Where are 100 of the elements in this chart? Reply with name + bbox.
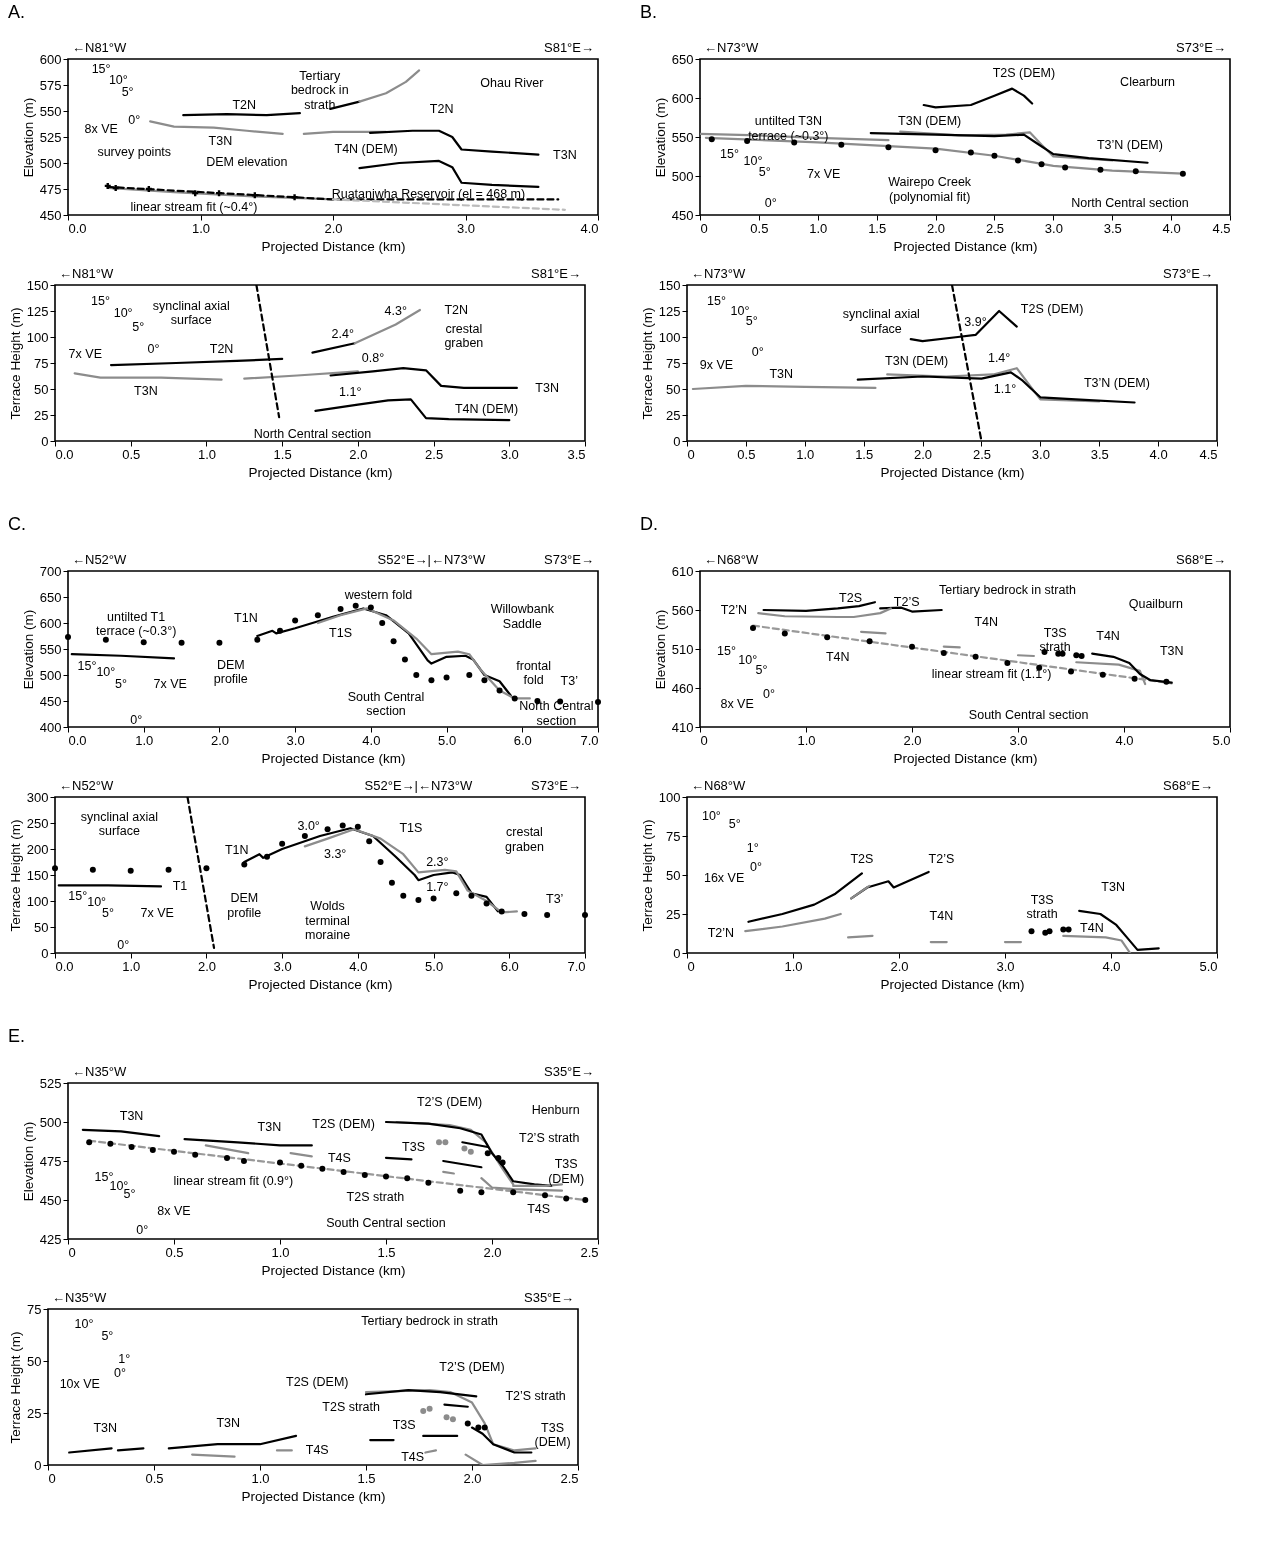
chart-title: B. — [640, 2, 658, 22]
annotation: T4N — [929, 908, 954, 923]
x-tick-label: 2.0 — [890, 958, 909, 974]
x-tick-label: 4.5 — [1212, 220, 1231, 236]
annotation: Willowbank Saddle — [490, 602, 555, 631]
y-tick-label: 460 — [671, 680, 694, 696]
text: S52°E→|←N73°W — [364, 778, 473, 793]
annotation: 1.4° — [987, 350, 1011, 365]
annotation: 15° — [719, 147, 739, 162]
y-tick-label: 0 — [34, 1457, 42, 1473]
x-tick-label: 2.0 — [463, 1470, 482, 1486]
annotation: synclinal axial surface — [152, 298, 230, 328]
annotation: T2N — [444, 302, 469, 317]
annotation: 4.3° — [384, 304, 407, 318]
text: ←N35°W — [52, 1290, 108, 1305]
y-tick-label: 50 — [34, 919, 49, 935]
y-tick-label: 25 — [666, 906, 681, 922]
text: S52°E→|←N73°W — [377, 552, 486, 567]
y-tick-label: 450 — [39, 1192, 62, 1208]
y-tick-label: 75 — [666, 828, 681, 844]
annotation: T3N — [257, 1119, 282, 1134]
y-tick-label: 425 — [39, 1231, 62, 1247]
y-tick-label: 500 — [671, 168, 694, 184]
x-tick-label: 1.0 — [197, 446, 216, 462]
y-tick-label: 500 — [39, 1114, 62, 1130]
annotation: DEM profile — [227, 891, 262, 920]
annotation: T3S — [392, 1418, 416, 1433]
text: ←N52°W — [72, 552, 128, 567]
y-tick-label: 150 — [26, 867, 49, 883]
text: S81°E→ — [543, 40, 594, 55]
y-tick-label: 650 — [671, 51, 694, 67]
annotation: 5° — [728, 816, 741, 831]
x-tick-label: 2.0 — [483, 1244, 502, 1260]
annotation: T3S strath — [1039, 625, 1071, 655]
y-axis-title: Terrace Height (m) — [8, 1331, 24, 1444]
annotation: 15° — [68, 888, 88, 903]
annotation: T3N (DEM) — [885, 353, 949, 368]
x-tick-label: 2.0 — [927, 220, 946, 236]
x-tick-label: 3.5 — [1090, 446, 1109, 462]
annotation: T1N — [224, 843, 249, 858]
annotation: T1 — [172, 879, 188, 894]
x-axis-title: Projected Distance (km) — [893, 238, 1038, 254]
y-axis-title: Terrace Height (m) — [7, 819, 23, 932]
annotation: T4S — [527, 1202, 551, 1217]
annotation: 8x VE — [157, 1203, 191, 1218]
annotation: untilted T3N terrace (~0.3°) — [748, 114, 829, 143]
x-axis-title: Projected Distance (km) — [261, 238, 406, 254]
annotation: T3N — [93, 1420, 118, 1435]
annotation: T4S — [327, 1150, 351, 1165]
y-tick-label: 600 — [671, 90, 694, 106]
x-tick-label: 4.0 — [580, 220, 599, 236]
annotation: T2’S — [928, 852, 955, 867]
annotation: 0° — [117, 938, 130, 953]
y-tick-label: 600 — [39, 615, 62, 631]
x-tick-label: 2.0 — [210, 732, 229, 748]
annotation: T3N — [208, 134, 233, 149]
annotation: South Central section — [326, 1216, 446, 1231]
annotation: linear stream fit (0.9°) — [173, 1174, 294, 1189]
annotation: T2S strath — [322, 1399, 381, 1414]
annotation: T3N — [769, 367, 794, 382]
annotation: North Central section — [1071, 196, 1189, 211]
annotation: 3.3° — [323, 847, 347, 862]
x-axis-title: Projected Distance (km) — [261, 750, 406, 766]
y-tick-label: 525 — [39, 129, 62, 145]
annotation: 3.9° — [964, 315, 987, 330]
y-tick-label: 75 — [27, 1301, 42, 1317]
annotation: 1.1° — [993, 382, 1017, 396]
annotation: DEM elevation — [206, 154, 288, 169]
x-tick-label: 0.0 — [55, 446, 74, 462]
x-tick-label: 0 — [700, 220, 708, 236]
annotation: T3N — [119, 1108, 144, 1123]
y-tick-label: 410 — [671, 719, 694, 735]
annotation: 0° — [147, 342, 160, 357]
annotation: 0° — [764, 196, 777, 211]
text: ←N73°W — [691, 266, 747, 281]
x-tick-label: 3.5 — [567, 446, 586, 462]
annotation: Quailburn — [1128, 596, 1183, 611]
y-tick-label: 400 — [39, 719, 62, 735]
x-axis-title: Projected Distance (km) — [880, 464, 1025, 480]
annotation: linear stream fit (~0.4°) — [130, 199, 258, 214]
x-tick-label: 0.5 — [750, 220, 769, 236]
annotation: T4S — [401, 1449, 425, 1464]
text: S81°E→ — [530, 266, 581, 281]
annotation: T2S strath — [346, 1189, 405, 1204]
x-tick-label: 0.5 — [145, 1470, 164, 1486]
x-tick-label: 1.0 — [251, 1470, 270, 1486]
y-tick-label: 475 — [39, 1153, 62, 1169]
x-tick-label: 0.0 — [68, 732, 87, 748]
annotation: synclinal axial surface — [80, 809, 158, 839]
annotation: 0° — [130, 712, 143, 727]
y-tick-label: 700 — [39, 563, 62, 579]
y-tick-label: 100 — [26, 329, 49, 345]
x-tick-label: 1.5 — [357, 1470, 376, 1486]
x-tick-label: 2.0 — [324, 220, 343, 236]
annotation: 1° — [746, 841, 759, 856]
annotation: frontal fold — [516, 658, 552, 688]
annotation: T4N — [1096, 628, 1120, 643]
annotation: T2S (DEM) — [1020, 301, 1084, 316]
text: ←N52°W — [59, 778, 115, 793]
annotation: 5° — [132, 319, 145, 334]
